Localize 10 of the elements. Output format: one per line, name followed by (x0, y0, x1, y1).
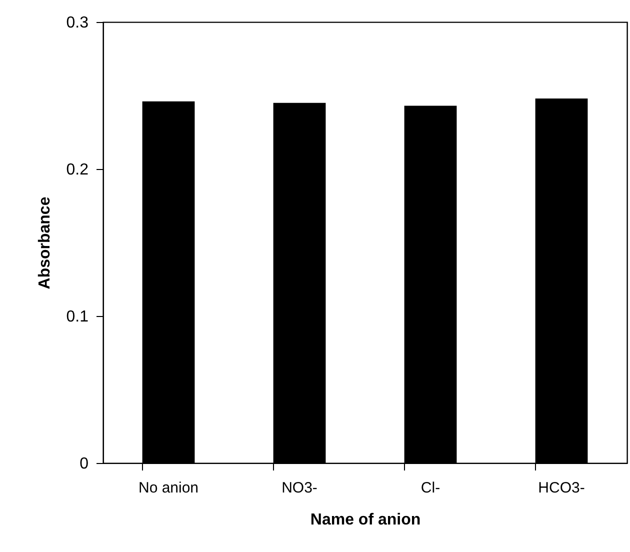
y-axis-title: Absorbance (36, 196, 54, 290)
y-tick-label: 0.2 (66, 162, 89, 178)
x-tick-label: Cl- (420, 480, 440, 496)
x-axis-title: Name of anion (310, 512, 421, 528)
y-tick-label: 0.3 (66, 14, 89, 32)
y-tick-label: 0.1 (66, 308, 89, 326)
x-tick-label: HCO3- (538, 480, 585, 496)
y-tick-label: 0 (80, 456, 89, 472)
x-tick-label: NO3- (282, 480, 318, 496)
x-tick-label: No anion (138, 480, 199, 496)
